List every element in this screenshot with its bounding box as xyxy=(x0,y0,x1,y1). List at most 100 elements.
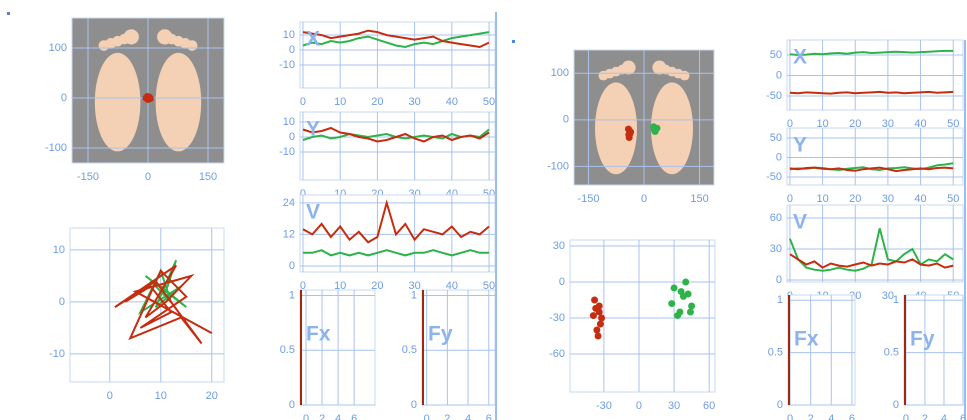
chart-title: Y xyxy=(306,118,320,141)
chart-title: X xyxy=(793,46,807,69)
x-tick-label: 0 xyxy=(303,413,309,420)
plot-area xyxy=(300,290,375,405)
y-tick-label: 0 xyxy=(776,151,782,163)
point xyxy=(674,312,681,319)
point xyxy=(598,314,605,321)
y-tick-label: 1 xyxy=(411,289,417,301)
y-tick-label: 30 xyxy=(770,243,782,255)
toe xyxy=(599,71,609,81)
chart-title: Fy xyxy=(910,328,935,351)
point xyxy=(682,278,689,285)
y-tick-label: 0 xyxy=(289,399,295,411)
y-tick-label: 0 xyxy=(776,274,782,286)
x-tick-label: 0 xyxy=(636,400,642,412)
y-tick-label: 24 xyxy=(283,197,295,209)
y-tick-label: 10 xyxy=(53,244,65,256)
plot-area xyxy=(70,228,224,382)
y-tick-label: -10 xyxy=(49,348,65,360)
plot-area xyxy=(422,290,495,405)
x-tick-label: 10 xyxy=(334,96,346,108)
point xyxy=(146,95,153,102)
y-tick-label: 30 xyxy=(553,240,565,252)
x-tick-label: 50 xyxy=(947,193,959,205)
y-tick-label: -10 xyxy=(279,146,295,158)
y-tick-label: 0.5 xyxy=(280,344,295,356)
y-tick-label: -60 xyxy=(549,348,565,360)
x-tick-label: 4 xyxy=(828,413,834,420)
x-tick-label: 10 xyxy=(816,193,828,205)
x-tick-label: 6 xyxy=(960,413,966,420)
x-tick-label: 0 xyxy=(787,193,793,205)
y-tick-label: 1 xyxy=(893,294,899,306)
point xyxy=(668,300,675,307)
point xyxy=(687,308,694,315)
y-tick-label: -100 xyxy=(547,160,569,172)
marker xyxy=(512,40,515,43)
y-tick-label: -50 xyxy=(766,171,782,183)
y-tick-label: 100 xyxy=(551,67,569,79)
y-tick-label: 60 xyxy=(770,212,782,224)
x-tick-label: 0 xyxy=(903,413,909,420)
x-tick-label: 50 xyxy=(483,96,495,108)
y-tick-label: 1 xyxy=(777,294,783,306)
y-tick-label: 10 xyxy=(283,29,295,41)
y-tick-label: 0 xyxy=(61,92,67,104)
chart-title: V xyxy=(306,201,320,224)
y-tick-label: 0 xyxy=(777,399,783,411)
y-tick-label: 0 xyxy=(411,399,417,411)
x-tick-label: 40 xyxy=(914,193,926,205)
x-tick-label: 6 xyxy=(849,413,855,420)
plot-area xyxy=(787,128,963,185)
point xyxy=(671,284,678,291)
y-tick-label: -30 xyxy=(549,312,565,324)
chart-title: V xyxy=(793,211,807,234)
x-tick-label: 0 xyxy=(145,171,151,183)
toe xyxy=(680,71,690,81)
y-tick-label: 0.5 xyxy=(768,347,783,359)
chart-title: Fy xyxy=(428,323,453,346)
y-tick-label: 0 xyxy=(893,399,899,411)
x-tick-label: 60 xyxy=(703,400,715,412)
x-tick-label: 2 xyxy=(319,413,325,420)
y-tick-label: 0 xyxy=(559,276,565,288)
x-tick-label: 4 xyxy=(465,413,471,420)
x-tick-label: 0 xyxy=(641,193,647,205)
point xyxy=(625,131,632,138)
y-tick-label: 0 xyxy=(776,69,782,81)
x-tick-label: -150 xyxy=(77,171,99,183)
point xyxy=(678,288,685,295)
foot xyxy=(95,53,141,152)
x-tick-label: 30 xyxy=(882,193,894,205)
point xyxy=(590,312,597,319)
y-tick-label: -50 xyxy=(766,90,782,102)
y-tick-label: -100 xyxy=(45,142,67,154)
y-tick-label: 0.5 xyxy=(402,344,417,356)
x-tick-label: 6 xyxy=(486,413,492,420)
point xyxy=(597,320,604,327)
chart-title: Fx xyxy=(794,328,819,351)
x-tick-label: 6 xyxy=(351,413,357,420)
x-tick-label: 40 xyxy=(446,96,458,108)
x-tick-label: 4 xyxy=(941,413,947,420)
y-tick-label: 0 xyxy=(289,131,295,143)
y-tick-label: 12 xyxy=(283,228,295,240)
x-tick-label: 150 xyxy=(690,193,708,205)
y-tick-label: 50 xyxy=(770,49,782,61)
y-tick-label: 1 xyxy=(289,289,295,301)
x-tick-label: 30 xyxy=(668,400,680,412)
point xyxy=(688,302,695,309)
y-tick-label: -10 xyxy=(279,59,295,71)
chart-title: Fx xyxy=(306,323,331,346)
y-tick-label: 100 xyxy=(49,42,67,54)
x-tick-label: 20 xyxy=(206,390,218,402)
x-tick-label: 20 xyxy=(371,96,383,108)
x-tick-label: 20 xyxy=(849,193,861,205)
y-tick-label: 0.5 xyxy=(884,347,899,359)
y-tick-label: 50 xyxy=(770,132,782,144)
toe xyxy=(99,40,110,51)
y-tick-label: 0 xyxy=(59,296,65,308)
x-tick-label: 30 xyxy=(408,96,420,108)
x-tick-label: -30 xyxy=(596,400,612,412)
x-tick-label: 0 xyxy=(787,413,793,420)
x-tick-label: 10 xyxy=(155,390,167,402)
